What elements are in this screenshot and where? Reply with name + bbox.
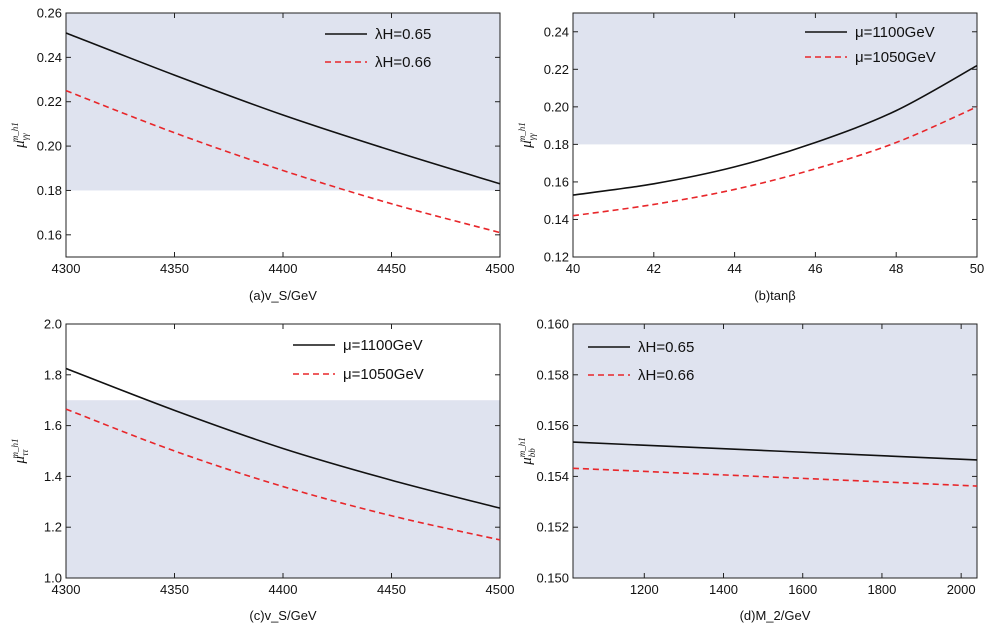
legend: λH=0.65 λH=0.66 [588, 339, 694, 384]
y-tick-label: 1.4 [44, 469, 62, 484]
y-tick-label: 0.152 [536, 520, 569, 535]
y-tick-label: 0.160 [536, 317, 569, 332]
y-tick-label: 0.12 [544, 250, 569, 265]
y-tick-label: 0.150 [536, 571, 569, 586]
legend-label: λH=0.66 [638, 367, 694, 384]
y-tick-label: 1.6 [44, 418, 62, 433]
y-tick-label: 0.154 [536, 469, 569, 484]
x-tick-label: 4300 [52, 261, 81, 276]
legend-label: λH=0.66 [375, 54, 431, 71]
legend-label: λH=0.65 [638, 339, 694, 356]
x-tick-label: 44 [727, 261, 741, 276]
x-tick-label: 4450 [377, 261, 406, 276]
series-line-2 [65, 408, 501, 541]
legend: μ=1100GeV μ=1050GeV [805, 24, 936, 66]
legend-label: μ=1050GeV [343, 366, 424, 383]
y-tick-label: 0.16 [37, 227, 62, 242]
y-tick-label: 0.156 [536, 418, 569, 433]
chart-panel-4: 1200 1400 1600 1800 2000 0.150 0.152 0.154 0.156… [517, 317, 978, 623]
series-line-2 [65, 89, 501, 234]
x-tick-label: 1600 [788, 582, 817, 597]
y-axis-label-subscript: γγ [527, 133, 537, 141]
panel-caption: (c)v_S/GeV [249, 608, 317, 623]
y-tick-label: 0.20 [544, 99, 569, 114]
x-tick-label: 46 [808, 261, 822, 276]
y-axis-label-superscript: m_h1 [10, 122, 20, 142]
panel-caption: (b)tanβ [754, 288, 795, 303]
y-axis-label-subscript: ττ [20, 449, 30, 456]
x-tick-label: 1800 [867, 582, 896, 597]
x-tick-label: 4500 [486, 261, 515, 276]
y-axis-label: μbbm_h1 [517, 437, 537, 466]
y-axis-label: μγγm_h1 [10, 122, 30, 149]
x-tick-label: 4350 [160, 261, 189, 276]
plot-frame [572, 12, 978, 258]
y-tick-label: 1.0 [44, 571, 62, 586]
y-tick-label: 0.24 [37, 50, 62, 65]
y-axis-label-superscript: m_h1 [517, 122, 527, 142]
y-axis-label-symbol: μ [12, 455, 28, 464]
y-tick-label: 0.20 [37, 139, 62, 154]
y-axis-label-symbol: μ [519, 140, 535, 149]
allowed-band [66, 400, 500, 578]
y-tick-label: 0.14 [544, 212, 569, 227]
x-tick-label: 2000 [947, 582, 976, 597]
series-line-1 [65, 367, 501, 509]
y-tick-label: 0.158 [536, 367, 569, 382]
y-tick-label: 0.26 [37, 6, 62, 21]
y-axis-label-symbol: μ [519, 457, 535, 466]
x-tick-label: 1400 [709, 582, 738, 597]
y-tick-label: 0.22 [37, 94, 62, 109]
legend-label: λH=0.65 [375, 26, 431, 43]
x-tick-label: 4350 [160, 582, 189, 597]
series-line-2 [572, 467, 978, 487]
x-tick-label: 50 [970, 261, 984, 276]
y-tick-label: 0.18 [544, 137, 569, 152]
x-tick-label: 4450 [377, 582, 406, 597]
y-tick-label: 0.22 [544, 62, 569, 77]
y-tick-label: 0.16 [544, 174, 569, 189]
legend-label: μ=1100GeV [855, 24, 935, 41]
legend: λH=0.65 λH=0.66 [325, 26, 431, 71]
plot-frame [572, 323, 978, 579]
legend-label: μ=1100GeV [343, 337, 423, 354]
y-tick-label: 1.8 [44, 367, 62, 382]
x-tick-label: 4300 [52, 582, 81, 597]
legend: μ=1100GeV μ=1050GeV [293, 337, 424, 383]
y-axis-label-subscript: γγ [20, 133, 30, 141]
y-tick-label: 0.18 [37, 183, 62, 198]
x-tick-label: 40 [566, 261, 580, 276]
allowed-band [66, 13, 500, 191]
chart-panel-1: 4300 4350 4400 4450 4500 0.16 0.18 0.20 0.22 0.24… [10, 6, 514, 304]
y-axis-label: μττm_h1 [10, 439, 30, 465]
y-axis-label-subscript: bb [527, 448, 537, 458]
y-axis-label-superscript: m_h1 [517, 437, 527, 457]
y-axis-label-symbol: μ [12, 140, 28, 149]
y-tick-label: 1.2 [44, 520, 62, 535]
x-tick-label: 4500 [486, 582, 515, 597]
y-tick-label: 0.24 [544, 24, 569, 39]
chart-panel-3: 4300 4350 4400 4450 4500 1.0 1.2 1.4 1.6 1.8 2.0 μτ… [10, 317, 514, 624]
series-line-1 [572, 64, 978, 196]
legend-label: μ=1050GeV [855, 49, 936, 66]
y-axis-label-superscript: m_h1 [10, 439, 20, 459]
x-tick-label: 4400 [269, 261, 298, 276]
x-tick-label: 1200 [630, 582, 659, 597]
series-line-1 [65, 32, 501, 185]
x-tick-label: 48 [889, 261, 903, 276]
chart-panel-2: 40 42 44 46 48 50 0.12 0.14 0.16 0.18 0.20 0.22 0.24… [517, 12, 984, 303]
series-line-1 [572, 441, 978, 461]
y-tick-label: 2.0 [44, 317, 62, 332]
allowed-band [573, 13, 977, 145]
panel-caption: (a)v_S/GeV [249, 288, 317, 303]
x-tick-label: 42 [647, 261, 661, 276]
panel-caption: (d)M_2/GeV [740, 608, 811, 623]
series-line-2 [572, 106, 978, 217]
y-axis-label: μγγm_h1 [517, 122, 537, 149]
x-tick-label: 4400 [269, 582, 298, 597]
